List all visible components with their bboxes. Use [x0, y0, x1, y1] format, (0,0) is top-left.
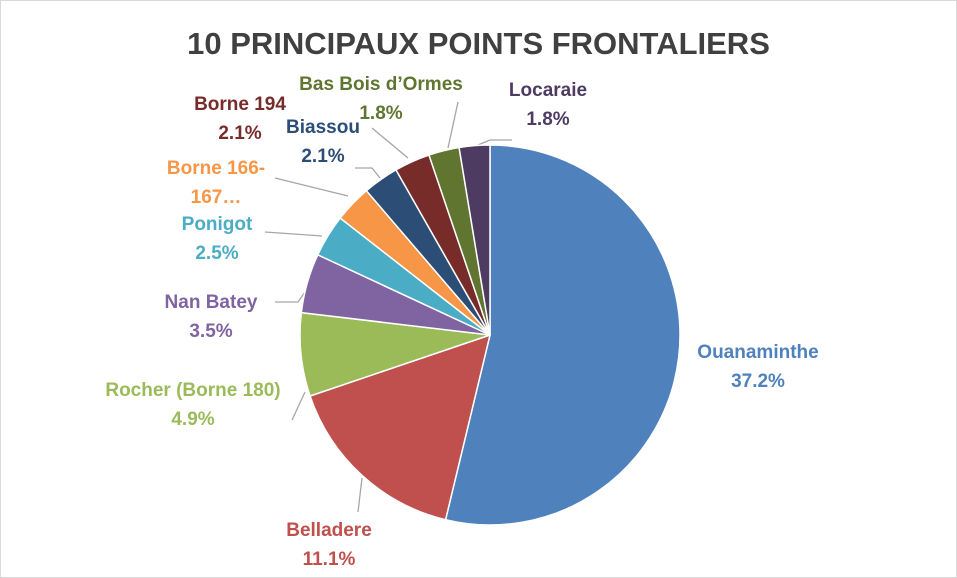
data-label: Nan Batey 3.5% — [81, 288, 341, 346]
value-label: 2.1% — [301, 146, 345, 167]
pie-slice — [444, 144, 681, 526]
leader-line — [355, 167, 381, 179]
data-label: Bas Bois d’Ormes 1.8% — [251, 70, 511, 128]
category-label: Nan Batey — [164, 292, 258, 313]
category-label: Belladere — [286, 520, 372, 541]
pie-slice — [458, 144, 491, 336]
leader-line — [477, 139, 512, 146]
data-label: Biassou 2.1% — [193, 113, 453, 171]
category-label: Locaraie — [508, 80, 588, 101]
data-label: Belladere 11.1% — [199, 516, 459, 574]
data-label: Borne 166-167… — [161, 154, 271, 212]
data-label: Locaraie 1.8% — [418, 76, 678, 134]
category-label: Ouanaminthe — [697, 342, 819, 363]
leader-line — [447, 101, 459, 149]
category-label: Borne 194 — [194, 94, 286, 115]
leader-line — [275, 291, 306, 303]
leader-line — [274, 177, 349, 197]
data-label: Ponigot 2.5% — [87, 210, 347, 268]
value-label: 11.1% — [302, 549, 356, 570]
leader-line — [357, 477, 363, 513]
value-label: 37.2% — [731, 371, 785, 392]
data-label: Borne 194 2.1% — [110, 90, 370, 148]
leader-line — [371, 127, 409, 159]
category-label: Rocher (Borne 180) — [105, 380, 281, 401]
leader-lines — [264, 101, 512, 513]
value-label: 1.8% — [526, 109, 570, 130]
data-label: Rocher (Borne 180) 4.9% — [63, 376, 323, 434]
value-label: 2.1% — [218, 123, 262, 144]
leader-line — [291, 391, 306, 421]
value-label: 3.5% — [189, 321, 233, 342]
chart-title: 10 PRINCIPAUX POINTS FRONTALIERS — [187, 26, 770, 61]
category-label: Borne 166-167… — [166, 158, 266, 208]
leader-line — [264, 231, 323, 237]
value-label: 2.5% — [195, 243, 239, 264]
category-label: Ponigot — [181, 214, 253, 235]
value-label: 4.9% — [171, 409, 215, 430]
category-label: Biassou — [286, 117, 360, 138]
category-label: Bas Bois d’Ormes — [299, 74, 463, 95]
value-label: 1.8% — [359, 103, 403, 124]
data-label: Ouanaminthe 37.2% — [628, 338, 888, 396]
